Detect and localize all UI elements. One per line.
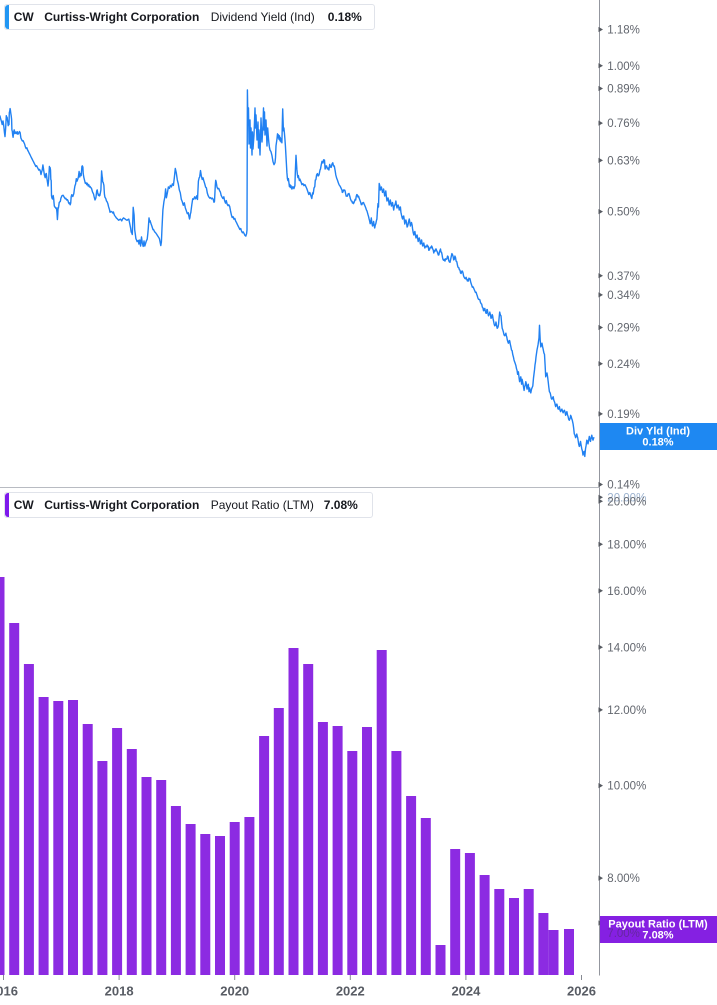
svg-text:12.00%: 12.00% (607, 705, 646, 717)
svg-text:16.00%: 16.00% (607, 586, 646, 598)
svg-text:0.89%: 0.89% (607, 84, 640, 96)
svg-text:7.08%: 7.08% (642, 930, 673, 942)
svg-text:2016: 2016 (0, 984, 18, 999)
svg-text:1.00%: 1.00% (607, 61, 640, 73)
svg-text:0.50%: 0.50% (607, 207, 640, 219)
svg-text:2026: 2026 (567, 984, 596, 999)
svg-text:14.00%: 14.00% (607, 642, 646, 654)
svg-text:0.76%: 0.76% (607, 118, 640, 130)
svg-text:7.00%: 7.00% (607, 928, 640, 940)
svg-text:Payout Ratio (LTM): Payout Ratio (LTM) (608, 918, 708, 930)
svg-text:8.00%: 8.00% (607, 873, 640, 885)
svg-text:2022: 2022 (336, 984, 365, 999)
svg-text:2020: 2020 (220, 984, 249, 999)
svg-text:0.37%: 0.37% (607, 271, 640, 283)
svg-text:2024: 2024 (451, 984, 481, 999)
svg-text:10.00%: 10.00% (607, 781, 646, 793)
svg-text:0.18%: 0.18% (642, 437, 673, 449)
svg-text:0.29%: 0.29% (607, 323, 640, 335)
svg-text:0.63%: 0.63% (607, 156, 640, 168)
svg-text:0.14%: 0.14% (607, 480, 640, 492)
svg-text:0.34%: 0.34% (607, 290, 640, 302)
svg-text:20.00%: 20.00% (607, 492, 646, 504)
svg-text:0.19%: 0.19% (607, 409, 640, 421)
svg-text:18.00%: 18.00% (607, 539, 646, 551)
svg-text:20.00%: 20.00% (607, 496, 646, 508)
svg-text:1.18%: 1.18% (607, 25, 640, 37)
svg-text:Div Yld (Ind): Div Yld (Ind) (626, 425, 690, 437)
svg-text:2018: 2018 (105, 984, 134, 999)
svg-text:0.24%: 0.24% (607, 359, 640, 371)
